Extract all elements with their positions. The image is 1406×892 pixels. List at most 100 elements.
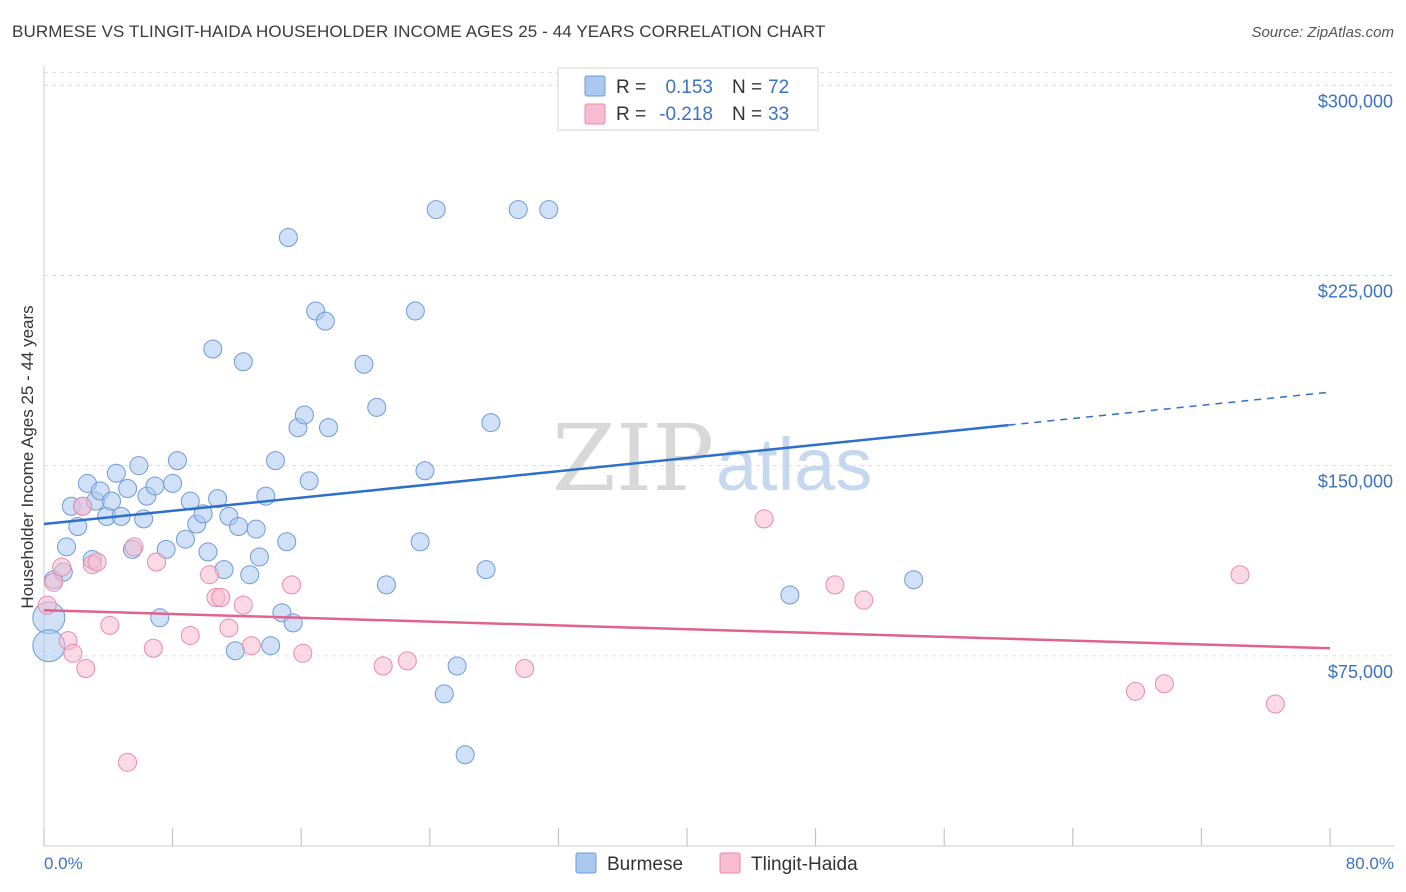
tlingit-point xyxy=(76,659,96,679)
burmese-trend-extension xyxy=(1008,391,1331,426)
bottom-legend-swatch-tlingit xyxy=(719,852,741,874)
tlingit-point xyxy=(143,638,163,658)
source-label: Source: ZipAtlas.com xyxy=(1251,24,1394,41)
legend-swatch-burmese xyxy=(584,75,606,97)
tlingit-point xyxy=(1265,694,1285,714)
bottom-legend-tlingit: Tlingit-Haida xyxy=(751,854,858,875)
legend-n-value-tlingit: 33 xyxy=(768,104,789,125)
burmese-point xyxy=(265,451,285,471)
burmese-point xyxy=(405,301,425,321)
tlingit-trend-line xyxy=(43,608,1331,650)
burmese-point xyxy=(32,629,66,663)
tlingit-point xyxy=(44,572,64,592)
burmese-point xyxy=(203,339,223,359)
burmese-point xyxy=(426,200,446,220)
burmese-point xyxy=(481,413,501,433)
tlingit-point xyxy=(515,659,535,679)
tlingit-point xyxy=(1154,674,1174,694)
burmese-point xyxy=(106,463,126,483)
tlingit-point xyxy=(52,557,72,577)
legend-r-value-tlingit: -0.218 xyxy=(659,104,713,125)
legend-r-value-burmese: 0.153 xyxy=(665,77,713,98)
burmese-point xyxy=(261,636,281,656)
tlingit-point xyxy=(373,656,393,676)
burmese-point xyxy=(118,478,138,498)
tlingit-point xyxy=(118,752,138,772)
burmese-point xyxy=(904,570,924,590)
tlingit-point xyxy=(219,618,239,638)
y-axis-title: Householder Income Ages 25 - 44 years xyxy=(18,305,37,608)
tlingit-point xyxy=(100,615,120,635)
y-tick-label-2: $225,000 xyxy=(1318,282,1393,302)
tlingit-point xyxy=(293,643,313,663)
burmese-point xyxy=(163,473,183,493)
legend-r-label-tlingit: R = xyxy=(616,104,646,125)
bottom-legend-burmese: Burmese xyxy=(607,854,683,875)
burmese-point xyxy=(539,200,559,220)
tlingit-point xyxy=(124,537,144,557)
tlingit-point xyxy=(147,552,167,572)
burmese-point xyxy=(415,461,435,481)
burmese-point xyxy=(102,491,122,511)
legend-r-label-burmese: R = xyxy=(616,77,646,98)
tlingit-point xyxy=(854,590,874,610)
tlingit-point xyxy=(241,636,261,656)
burmese-point xyxy=(145,476,165,496)
y-tick-label-0: $75,000 xyxy=(1328,662,1393,682)
burmese-point xyxy=(354,354,374,374)
tlingit-point xyxy=(1230,565,1250,585)
burmese-point xyxy=(299,471,319,491)
watermark-atlas: atlas xyxy=(716,423,872,506)
legend-n-label-burmese: N = xyxy=(732,77,762,98)
burmese-point xyxy=(277,532,297,552)
chart-title: BURMESE VS TLINGIT-HAIDA HOUSEHOLDER INC… xyxy=(12,22,826,41)
legend-n-label-tlingit: N = xyxy=(732,104,762,125)
axes xyxy=(43,66,1394,847)
top-legend: R = 0.153 N = 72 R = -0.218 N = 33 xyxy=(557,67,819,131)
burmese-point xyxy=(129,456,149,476)
burmese-point xyxy=(278,227,298,247)
burmese-point xyxy=(434,684,454,704)
tlingit-point xyxy=(87,552,107,572)
burmese-point xyxy=(249,547,269,567)
burmese-point xyxy=(508,200,528,220)
x-tick-label-min: 0.0% xyxy=(44,854,83,873)
burmese-point xyxy=(246,519,266,539)
burmese-point xyxy=(367,397,387,417)
y-tick-label-3: $300,000 xyxy=(1318,91,1393,111)
legend-swatch-tlingit xyxy=(584,103,606,125)
burmese-point xyxy=(156,539,176,559)
burmese-point xyxy=(447,656,467,676)
burmese-point xyxy=(376,575,396,595)
burmese-point xyxy=(455,745,475,765)
bottom-legend: Burmese Tlingit-Haida xyxy=(575,852,858,875)
tlingit-point xyxy=(200,565,220,585)
tlingit-point xyxy=(1125,681,1145,701)
tlingit-point xyxy=(282,575,302,595)
burmese-point xyxy=(780,585,800,605)
burmese-point xyxy=(57,537,77,557)
burmese-point xyxy=(233,352,253,372)
x-tick-label-max: 80.0% xyxy=(1346,854,1394,873)
trend-lines xyxy=(43,391,1331,650)
burmese-point xyxy=(319,418,339,438)
burmese-point xyxy=(410,532,430,552)
y-tick-labels: $75,000 $150,000 $225,000 $300,000 xyxy=(1318,91,1393,681)
burmese-point xyxy=(240,565,260,585)
burmese-point xyxy=(476,560,496,580)
legend-n-value-burmese: 72 xyxy=(768,77,789,98)
burmese-point xyxy=(225,641,245,661)
burmese-trend-line xyxy=(43,423,1009,526)
tlingit-point xyxy=(73,496,93,516)
tlingit-point xyxy=(211,588,231,608)
burmese-point xyxy=(208,489,228,509)
burmese-point xyxy=(294,405,314,425)
tlingit-point xyxy=(63,643,83,663)
burmese-point xyxy=(175,529,195,549)
tlingit-points xyxy=(37,496,1285,772)
burmese-point xyxy=(315,311,335,331)
tlingit-point xyxy=(397,651,417,671)
y-tick-label-1: $150,000 xyxy=(1318,472,1393,492)
bottom-legend-swatch-burmese xyxy=(575,852,597,874)
